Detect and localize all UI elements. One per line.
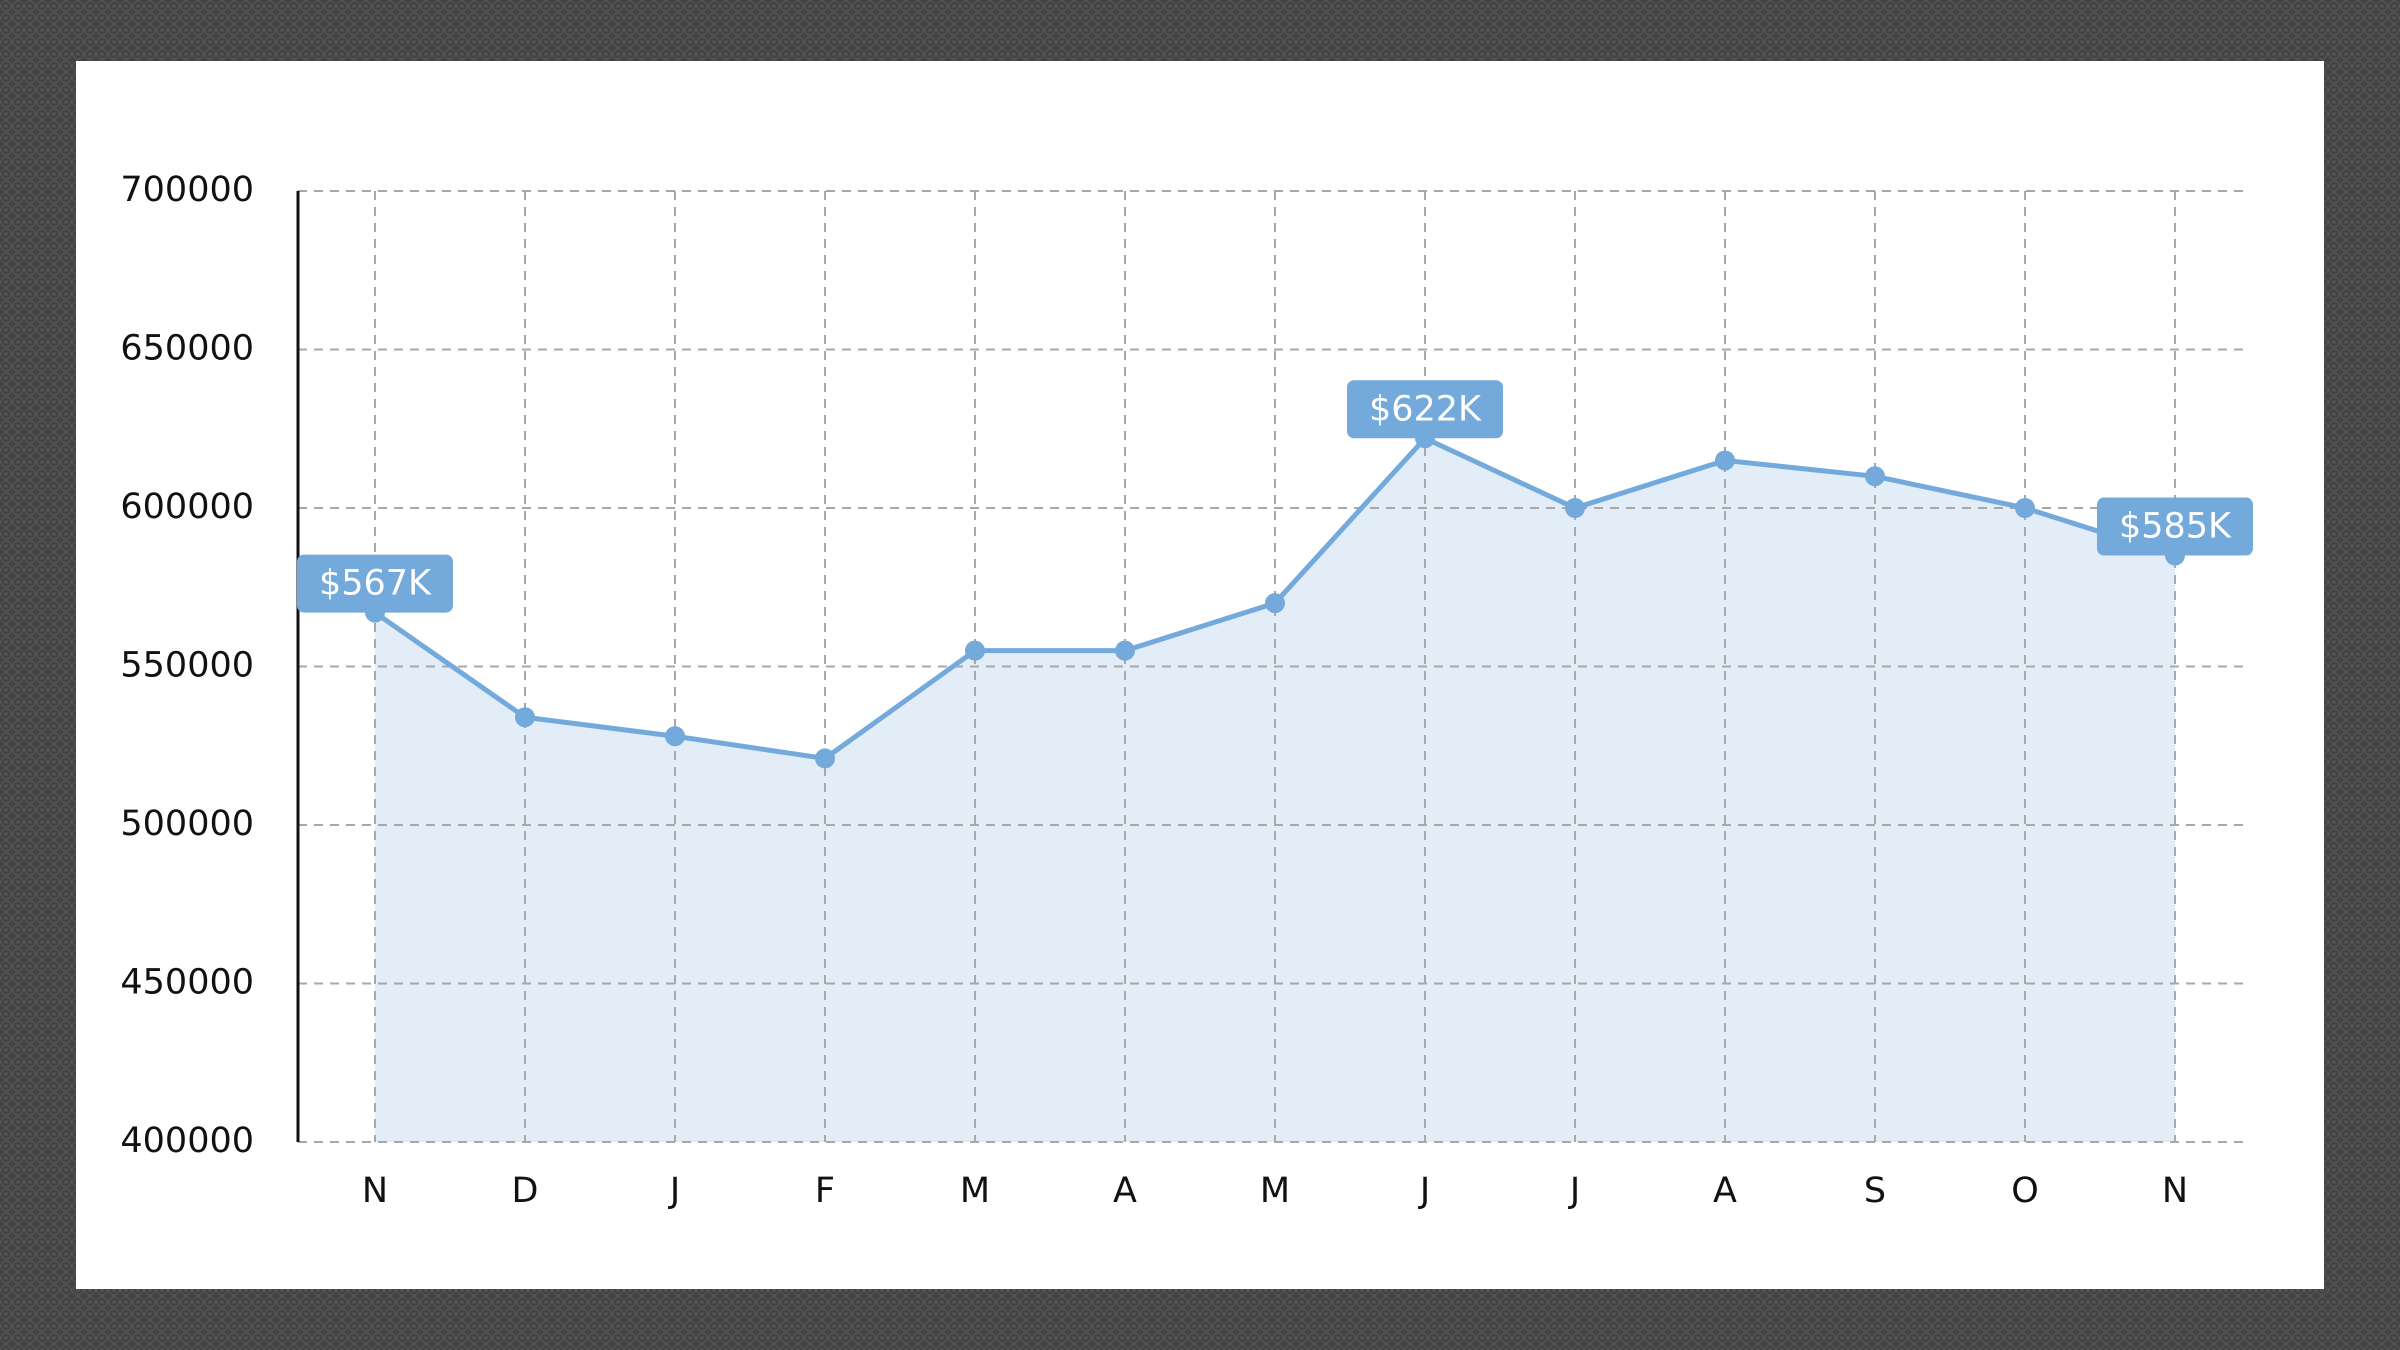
point xyxy=(815,748,835,769)
point xyxy=(2015,498,2035,518)
value-label-pointer xyxy=(366,611,384,621)
x-tick-label: J xyxy=(1418,1171,1430,1211)
y-tick-label: 600000 xyxy=(120,487,254,527)
y-tick-label: 400000 xyxy=(120,1121,254,1161)
point xyxy=(1715,450,1735,471)
value-label-box xyxy=(1347,380,1503,439)
y-tick-label: 550000 xyxy=(120,646,254,686)
x-tick-label: D xyxy=(512,1171,539,1211)
value-label: $622K xyxy=(1369,389,1482,429)
value-label-box xyxy=(2097,497,2253,556)
x-tick-label: J xyxy=(668,1171,680,1211)
x-tick-label: A xyxy=(1113,1171,1137,1211)
x-tick-label: M xyxy=(1260,1171,1290,1211)
x-tick-label: A xyxy=(1713,1171,1737,1211)
x-tick-label: M xyxy=(960,1171,990,1211)
x-tick-label: S xyxy=(1864,1171,1886,1211)
point xyxy=(515,707,535,728)
point xyxy=(1115,640,1135,661)
value-label: $567K xyxy=(319,564,432,604)
point xyxy=(1265,593,1285,614)
point xyxy=(965,640,985,661)
value-label: $585K xyxy=(2119,507,2232,547)
y-tick-label: 650000 xyxy=(120,329,254,369)
x-tick-label: F xyxy=(815,1171,835,1211)
x-tick-label: J xyxy=(1568,1171,1580,1211)
point xyxy=(1565,498,1585,518)
value-label-box xyxy=(297,554,453,613)
value-label-pointer xyxy=(1416,437,1434,447)
point xyxy=(1865,466,1885,487)
x-tick-label: N xyxy=(362,1171,388,1211)
y-tick-label: 500000 xyxy=(120,804,254,844)
value-label-pointer xyxy=(2166,554,2184,564)
point xyxy=(665,726,685,747)
x-tick-label: N xyxy=(2162,1171,2188,1211)
y-tick-label: 700000 xyxy=(120,170,254,210)
x-tick-label: O xyxy=(2011,1171,2039,1211)
y-tick-label: 450000 xyxy=(120,963,254,1003)
